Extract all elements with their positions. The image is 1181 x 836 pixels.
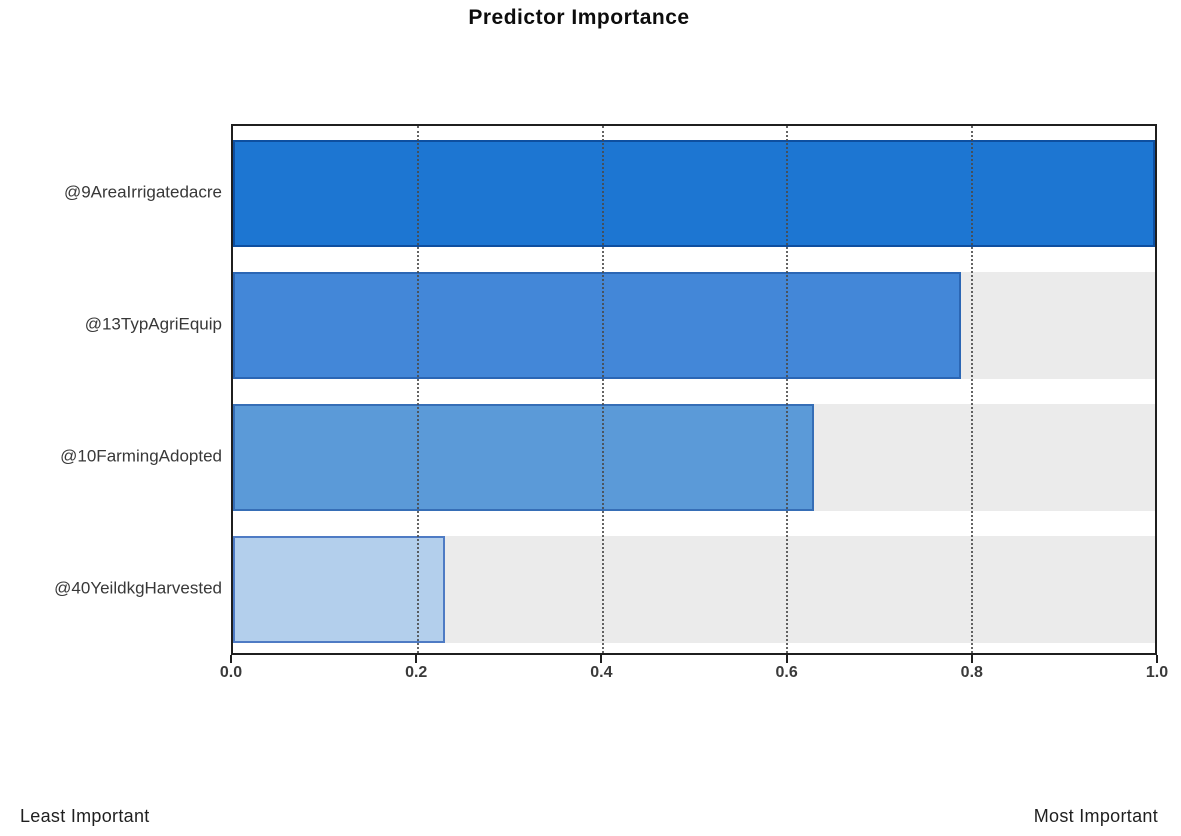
importance-bar [233,404,814,511]
axis-tick-label: 0.0 [219,664,243,681]
gridline [601,126,604,653]
axis-tick [230,655,232,663]
category-label: @40YeildkgHarvested [54,578,222,597]
bar-row-band [233,536,1155,643]
gridline [786,126,789,653]
category-label: @9AreaIrrigatedacre [63,182,222,201]
axis-tick [970,655,973,663]
gridline [970,126,973,653]
axis-tick-label: 0.4 [590,664,613,681]
importance-bar [233,140,1155,247]
category-label: @10FarmingAdopted [60,446,222,465]
chart-title: Predictor Importance [468,6,690,29]
axis-tick-label: 0.6 [775,664,798,681]
axis-tick-label: 0.8 [960,664,983,681]
bar-row-band [233,272,1155,379]
category-label: @13TypAgriEquip [84,314,222,333]
bar-row-band [233,140,1155,247]
y-axis-labels: @9AreaIrrigatedacre @13TypAgriEquip @10Far… [0,0,231,836]
axis-tick [785,655,788,663]
bar-row-band [233,404,1155,511]
most-important-label: Most Important [1033,806,1158,826]
axis-tick [415,655,418,663]
axis-tick [600,655,603,663]
gridline [417,126,420,653]
axis-tick-label: 1.0 [1145,664,1169,681]
importance-bar [233,272,962,379]
axis-tick-label: 0.2 [405,664,428,681]
importance-bar [233,536,446,643]
x-axis: 0.0 0.2 0.4 0.6 0.8 1.0 [220,655,1168,700]
least-important-label: Least Important [20,806,150,826]
plot-area [231,124,1157,655]
axis-tick [1156,655,1158,663]
